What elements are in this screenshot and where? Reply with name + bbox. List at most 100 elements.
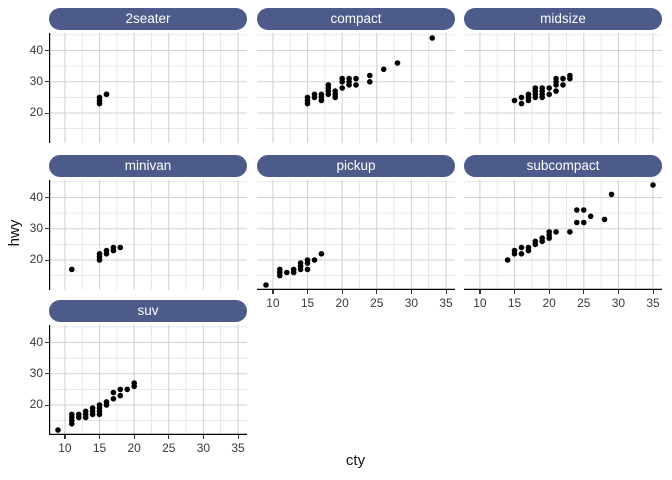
data-point	[608, 191, 615, 198]
data-point	[353, 82, 359, 88]
data-point	[511, 247, 518, 254]
data-point	[69, 411, 75, 418]
x-tick	[445, 290, 447, 294]
data-point	[518, 100, 525, 107]
data-point	[587, 213, 594, 220]
data-point	[297, 260, 304, 266]
data-point	[394, 60, 401, 66]
data-point	[96, 402, 103, 408]
gridlines-major	[49, 325, 247, 435]
y-tick-label: 40	[29, 189, 43, 204]
gridlines-minor	[257, 180, 455, 290]
x-tick-label: 10	[473, 296, 487, 310]
data-point	[89, 405, 96, 411]
gridlines-major	[257, 180, 455, 290]
data-point	[553, 229, 559, 235]
data-point	[546, 85, 552, 91]
data-point	[117, 244, 124, 251]
x-tick	[617, 290, 620, 294]
data-point	[277, 266, 283, 273]
x-tick-label: 10	[266, 296, 280, 310]
data-point	[103, 247, 110, 254]
y-tick	[45, 81, 49, 83]
data-point	[76, 411, 82, 418]
y-tick	[45, 404, 49, 406]
gridlines-minor	[464, 33, 662, 143]
x-tick-label: 15	[507, 296, 522, 310]
facet-panel-suv	[49, 325, 247, 435]
gridlines-major	[257, 33, 455, 143]
facet-strip-suv: suv	[49, 300, 247, 322]
data-point	[367, 79, 373, 85]
facet-strip-2seater: 2seater	[49, 8, 247, 30]
data-point	[346, 75, 352, 82]
data-point	[532, 238, 539, 245]
data-point	[117, 392, 124, 399]
x-axis-title: cty	[345, 452, 366, 469]
x-tick	[583, 290, 585, 294]
x-tick	[341, 290, 343, 294]
data-point	[601, 216, 608, 223]
x-tick-label: 10	[58, 441, 72, 455]
y-tick-label: 30	[29, 220, 43, 235]
gridlines-minor	[49, 325, 247, 435]
data-point	[650, 182, 656, 188]
data-point	[518, 94, 525, 101]
data-point	[339, 75, 345, 82]
data-point	[117, 386, 124, 393]
data-points	[504, 182, 656, 263]
data-point	[263, 282, 269, 288]
data-point	[560, 75, 566, 82]
x-tick	[133, 435, 135, 439]
x-tick-label: 30	[404, 296, 419, 310]
data-point	[339, 85, 345, 91]
data-point	[96, 251, 103, 257]
y-tick	[45, 259, 49, 261]
data-points	[96, 91, 110, 107]
y-tick	[45, 197, 49, 199]
data-point	[318, 91, 325, 98]
data-points	[304, 35, 435, 107]
y-tick	[45, 373, 49, 375]
y-tick-label: 30	[29, 73, 43, 88]
gridlines-minor	[257, 33, 455, 143]
data-point	[82, 408, 89, 415]
data-point	[110, 244, 117, 251]
data-point	[304, 266, 311, 273]
data-points	[263, 251, 325, 288]
facet-strip-pickup: pickup	[257, 155, 455, 177]
data-point	[546, 229, 552, 235]
data-point	[553, 75, 559, 82]
y-tick-label: 30	[29, 365, 43, 380]
data-point	[131, 380, 137, 386]
data-point	[532, 85, 539, 91]
x-tick-label: 30	[196, 441, 211, 455]
y-tick-label: 40	[29, 334, 43, 349]
data-point	[304, 257, 311, 263]
facet-strip-midsize: midsize	[464, 8, 662, 30]
data-point	[69, 266, 75, 273]
x-tick	[168, 435, 170, 439]
gridlines-major	[464, 180, 662, 290]
x-tick-label: 15	[92, 441, 107, 455]
data-point	[304, 94, 311, 101]
x-tick-label: 30	[611, 296, 626, 310]
data-point	[525, 244, 532, 251]
facet-panel-pickup	[257, 180, 455, 290]
x-tick	[202, 435, 205, 439]
y-tick-label: 20	[29, 397, 43, 411]
x-tick-label: 20	[335, 296, 349, 310]
x-tick	[410, 290, 413, 294]
data-point	[581, 207, 587, 213]
y-tick-label: 20	[29, 252, 43, 266]
data-point	[55, 427, 61, 433]
data-point	[574, 219, 580, 226]
data-points	[55, 380, 137, 433]
data-point	[103, 399, 110, 405]
data-point	[311, 257, 318, 263]
x-tick	[479, 290, 481, 294]
data-point	[574, 207, 580, 213]
data-point	[110, 396, 117, 402]
x-tick	[376, 290, 378, 294]
